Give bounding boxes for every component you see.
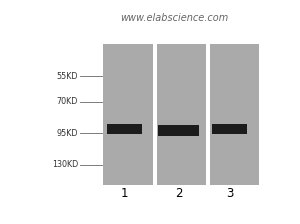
Text: 1: 1: [121, 187, 128, 200]
Bar: [210, 44, 259, 185]
Bar: [107, 124, 142, 134]
Text: www.elabscience.com: www.elabscience.com: [120, 13, 228, 23]
Text: 3: 3: [226, 187, 233, 200]
Text: 130KD: 130KD: [52, 160, 78, 169]
Text: 55KD: 55KD: [56, 72, 78, 81]
Bar: [212, 124, 247, 134]
Text: 2: 2: [175, 187, 182, 200]
Bar: [103, 44, 153, 185]
Bar: [158, 125, 199, 136]
Bar: [157, 44, 206, 185]
Text: 95KD: 95KD: [56, 129, 78, 138]
Text: 70KD: 70KD: [57, 97, 78, 106]
